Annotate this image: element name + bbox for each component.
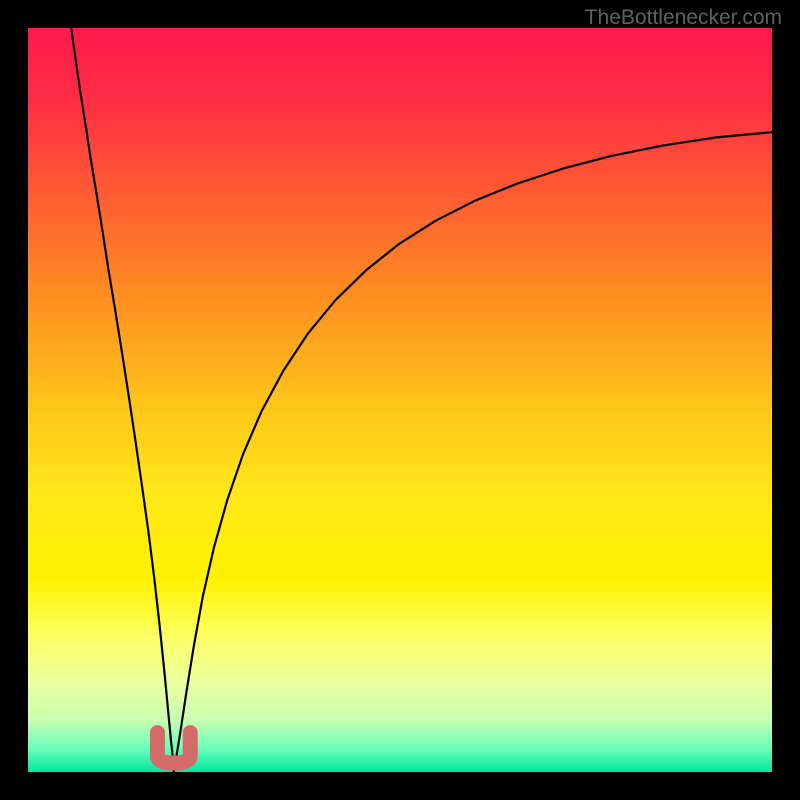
watermark-text: TheBottlenecker.com <box>585 6 782 30</box>
gradient-background <box>28 28 772 772</box>
plot-area <box>28 28 772 772</box>
plot-svg <box>28 28 772 772</box>
